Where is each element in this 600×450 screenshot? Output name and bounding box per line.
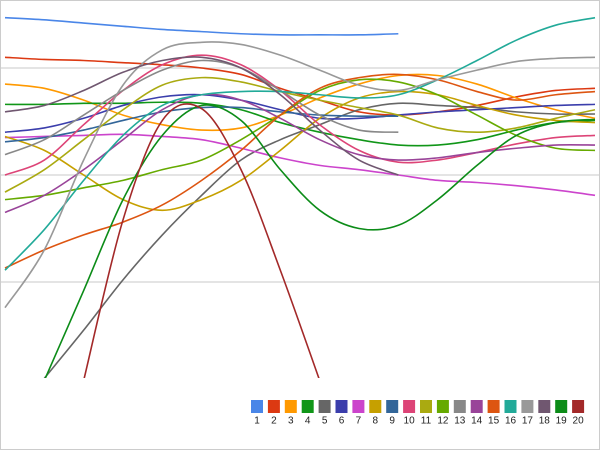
- legend-swatch: [318, 400, 331, 413]
- legend-swatch: [420, 400, 432, 413]
- legend-label: 1: [254, 416, 260, 427]
- legend-label: 5: [322, 416, 328, 427]
- series-line: [83, 103, 320, 378]
- series-line: [4, 78, 596, 201]
- legend-label: 6: [339, 416, 345, 427]
- series-line: [4, 59, 399, 156]
- legend: 1 2 3 4 5 6 7 8 9 10 11 12 13 14 15 16 17 18 19 20: [246, 396, 594, 428]
- legend-label: 9: [389, 416, 395, 427]
- legend-label: 19: [556, 416, 568, 427]
- series-line: [4, 76, 596, 193]
- legend-swatch: [453, 400, 466, 413]
- legend-label: 13: [454, 416, 466, 427]
- series-line: [4, 90, 596, 212]
- legend-swatch: [436, 400, 449, 413]
- legend-label: 10: [404, 416, 416, 427]
- series-line: [4, 56, 399, 176]
- legend-swatch: [504, 400, 517, 413]
- legend-swatch: [521, 400, 534, 413]
- legend-label: 14: [471, 416, 483, 427]
- series-line: [4, 133, 596, 197]
- legend-label: 18: [539, 416, 551, 427]
- series-line: [44, 104, 596, 378]
- legend-swatch: [251, 400, 263, 413]
- legend-swatch: [538, 400, 551, 413]
- legend-swatch: [267, 400, 280, 413]
- legend-swatch: [335, 400, 348, 413]
- legend-label: 4: [305, 416, 311, 427]
- legend-label: 11: [421, 416, 432, 427]
- series-line: [4, 41, 596, 309]
- legend-label: 17: [522, 416, 534, 427]
- legend-label: 16: [505, 416, 517, 427]
- legend-swatch: [470, 400, 483, 413]
- plot-area: [4, 16, 596, 378]
- legend-swatch: [572, 400, 585, 413]
- legend-swatch: [301, 400, 314, 413]
- legend-swatch: [386, 400, 399, 413]
- series-line: [4, 16, 596, 271]
- legend-swatch: [403, 400, 416, 413]
- legend-swatch: [284, 400, 297, 413]
- legend-swatch: [555, 400, 568, 413]
- series-line: [4, 16, 399, 36]
- legend-swatch: [487, 400, 500, 413]
- legend-label: 15: [488, 416, 500, 427]
- legend-label: 12: [437, 416, 449, 427]
- legend-label: 3: [288, 416, 294, 427]
- legend-label: 20: [573, 416, 585, 427]
- series-line: [4, 73, 596, 269]
- series-line: [4, 56, 596, 116]
- legend-label: 2: [271, 416, 277, 427]
- legend-label: 8: [373, 416, 379, 427]
- series-line: [4, 93, 596, 133]
- grid: [1, 67, 599, 283]
- series-line: [4, 106, 399, 143]
- series-line: [4, 93, 596, 214]
- legend-swatch: [369, 400, 382, 413]
- legend-label: 7: [356, 416, 362, 427]
- legend-swatch: [352, 400, 365, 413]
